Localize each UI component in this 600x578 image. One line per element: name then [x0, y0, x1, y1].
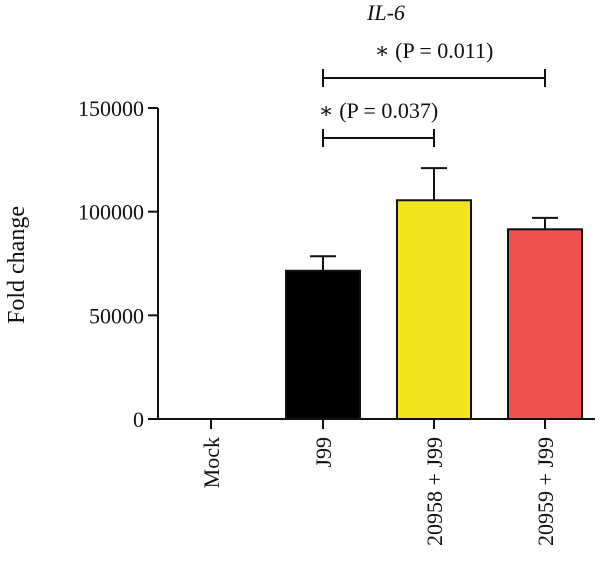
bar-20958-j99	[396, 199, 472, 420]
chart-title: IL-6	[366, 0, 405, 25]
x-tick-label: 20958 + J99	[422, 437, 447, 546]
y-tick-label: 100000	[78, 200, 144, 225]
y-tick-label: 150000	[78, 96, 144, 121]
bar-j99	[285, 269, 361, 420]
significance-label: ∗ (P = 0.037)	[319, 98, 438, 123]
chart-marks: 0 50000 100000 150000 Mock J99 20958 + J99 2095…	[78, 38, 595, 546]
y-tick-label: 50000	[89, 303, 144, 328]
x-tick-label: J99	[311, 437, 336, 468]
y-axis-label: Fold change	[4, 206, 30, 324]
significance-label: ∗ (P = 0.011)	[375, 38, 494, 63]
bar-20959-j99	[507, 228, 583, 420]
y-tick-label: 0	[133, 407, 144, 432]
x-tick-label: Mock	[199, 437, 224, 488]
x-tick-label: 20959 + J99	[533, 437, 558, 546]
